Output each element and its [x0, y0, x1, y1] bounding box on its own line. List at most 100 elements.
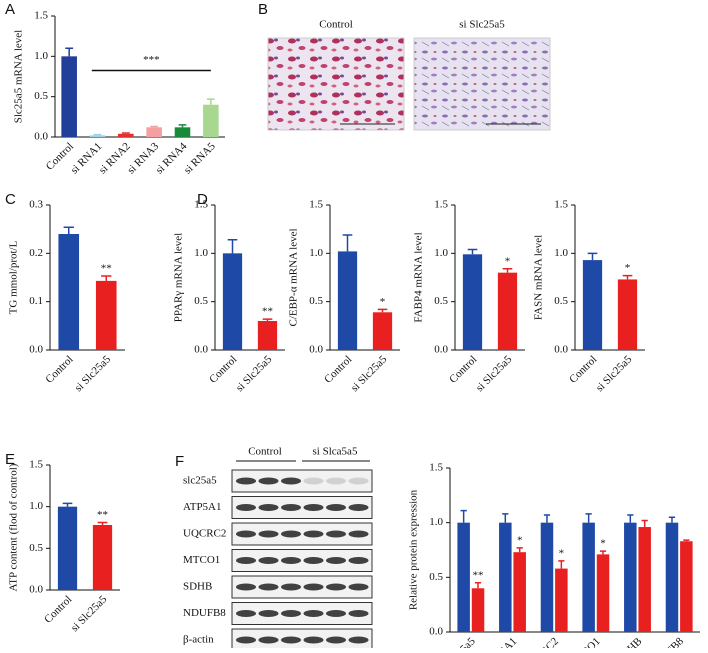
bar: [471, 588, 485, 632]
y-tick-label: 1.5: [29, 459, 43, 471]
error-bar: [502, 513, 509, 523]
blot-band: [348, 610, 369, 617]
blot-band: [326, 477, 346, 485]
bar: [596, 554, 610, 632]
significance: **: [97, 509, 108, 521]
blot-band: [258, 530, 279, 538]
bar: [257, 321, 278, 350]
y-axis-label: Slc25a5 mRNA level: [13, 30, 25, 124]
y-axis-label: FASN mRNA level: [533, 235, 545, 320]
y-tick-label: 0.5: [434, 295, 448, 307]
protein-label: SDHB: [183, 581, 212, 593]
bar: [513, 552, 526, 632]
bar: [61, 56, 77, 138]
protein-label: NDUFB8: [183, 607, 226, 619]
bar: [680, 541, 693, 632]
image-title: si Slc25a5: [459, 19, 505, 31]
blot-band: [258, 504, 279, 511]
blot-band: [236, 636, 256, 644]
y-tick-label: 0.5: [309, 295, 323, 307]
y-tick-label: 1.5: [34, 10, 48, 22]
blot-band: [236, 530, 256, 538]
bar: [95, 280, 117, 350]
error-bar: [377, 308, 388, 313]
bar: [203, 104, 219, 137]
bar: [89, 135, 106, 137]
y-tick-label: 1.0: [554, 247, 568, 259]
panel-letter: F: [175, 453, 184, 470]
protein-label: slc25a5: [183, 475, 217, 487]
blot-band: [236, 477, 256, 485]
panel-letter: C: [5, 191, 16, 208]
blot-band: [303, 530, 324, 538]
x-tick-label: Control: [567, 353, 599, 385]
blot-band: [258, 583, 279, 591]
x-tick-label: SDHB: [615, 635, 644, 648]
blot-band: [348, 583, 369, 591]
error-bar: [97, 521, 108, 525]
significance: **: [101, 263, 112, 275]
panel-letter: B: [258, 1, 268, 18]
error-bar: [62, 502, 73, 507]
protein-label: β-actin: [183, 634, 214, 646]
blot-group: Control: [248, 446, 282, 458]
bar: [499, 522, 512, 632]
y-tick-label: 0.5: [34, 90, 48, 102]
error-bar: [227, 239, 238, 254]
y-tick-label: 1.0: [29, 500, 43, 512]
panel-letter: E: [5, 451, 15, 468]
error-bar: [585, 513, 592, 523]
bar: [146, 127, 162, 137]
error-bar: [622, 274, 633, 280]
y-tick-label: 1.5: [309, 199, 323, 211]
blot-band: [281, 583, 301, 591]
y-tick-label: 0.0: [194, 344, 208, 356]
significance: **: [473, 569, 484, 581]
error-bar: [599, 550, 607, 555]
y-tick-label: 0.0: [34, 131, 48, 143]
bar: [582, 260, 603, 350]
bar: [540, 522, 554, 632]
error-bar: [206, 98, 215, 105]
x-tick-label: slc25a5: [445, 635, 478, 648]
bar: [58, 234, 80, 350]
image-title: Control: [319, 19, 353, 31]
x-tick-label: si Slc25a5: [474, 353, 515, 394]
y-tick-label: 0.0: [29, 584, 43, 596]
error-bar: [65, 47, 74, 57]
significance: *: [517, 534, 523, 546]
y-tick-label: 1.5: [194, 199, 208, 211]
blot-strip: [231, 469, 373, 493]
blot-strip: [231, 549, 373, 572]
blot-band: [236, 610, 256, 617]
y-tick-label: 0.0: [434, 344, 448, 356]
x-tick-label: Control: [207, 353, 239, 385]
error-bar: [262, 318, 273, 321]
x-tick-label: Control: [43, 353, 75, 385]
blot-strip: [231, 575, 373, 599]
y-tick-label: 0.5: [29, 542, 43, 554]
error-bar: [63, 226, 74, 234]
x-tick-label: si RNA5: [182, 140, 218, 176]
blot-band: [281, 530, 301, 538]
blot-band: [236, 557, 256, 564]
blot-band: [348, 504, 369, 511]
blot-band: [326, 504, 346, 511]
bar: [222, 253, 243, 350]
x-tick-label: ATP5A1: [484, 635, 520, 648]
blot-band: [281, 636, 301, 644]
bar: [92, 525, 113, 590]
error-bar: [101, 275, 112, 281]
error-bar: [587, 252, 598, 261]
blot-band: [326, 530, 346, 538]
x-tick-label: Control: [447, 353, 479, 385]
x-tick-label: Control: [322, 353, 354, 385]
error-bar: [121, 132, 130, 134]
blot-strip: [231, 496, 373, 519]
y-tick-label: 0.5: [194, 295, 208, 307]
y-tick-label: 0.5: [554, 295, 568, 307]
x-tick-label: si Slc25a5: [234, 353, 275, 394]
protein-label: ATP5A1: [183, 501, 222, 513]
blot-band: [326, 583, 346, 591]
